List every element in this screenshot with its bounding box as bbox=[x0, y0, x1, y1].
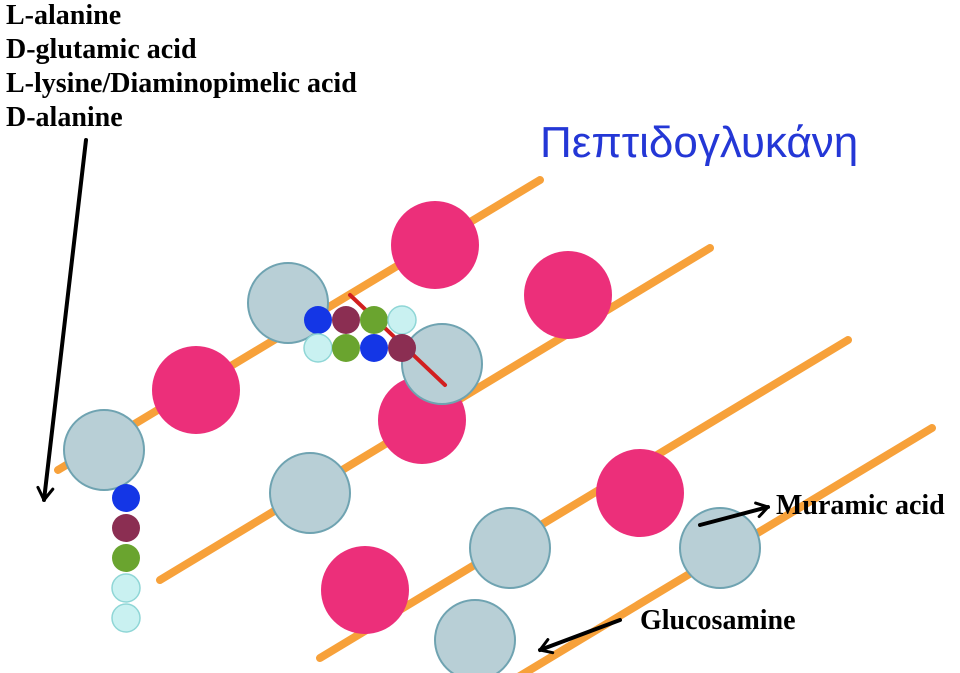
glucosamine-node bbox=[470, 508, 550, 588]
peptide-bead bbox=[304, 306, 332, 334]
side-chain-bead bbox=[112, 484, 140, 512]
peptidoglycan-diagram: L-alanineD-glutamic acidL-lysine/Diamino… bbox=[0, 0, 960, 673]
muramic-acid-node bbox=[596, 449, 684, 537]
peptide-bead bbox=[388, 306, 416, 334]
amino-acid-label: L-alanine bbox=[6, 0, 121, 32]
side-chain-bead bbox=[112, 574, 140, 602]
amino-acid-label: D-alanine bbox=[6, 102, 123, 134]
glucosamine-label: Glucosamine bbox=[640, 605, 796, 637]
side-chain-bead bbox=[112, 604, 140, 632]
label-arrow bbox=[540, 620, 620, 650]
side-chain-bead bbox=[112, 514, 140, 542]
muramic-acid-node bbox=[391, 201, 479, 289]
peptide-bead bbox=[388, 334, 416, 362]
glucosamine-node bbox=[435, 600, 515, 673]
diagram-svg bbox=[0, 0, 960, 673]
muramic-acid-label: Muramic acid bbox=[776, 490, 945, 522]
glucosamine-node bbox=[64, 410, 144, 490]
peptide-bead bbox=[360, 306, 388, 334]
peptide-bead bbox=[360, 334, 388, 362]
diagram-title: Πεπτιδογλυκάνη bbox=[540, 118, 858, 168]
peptide-bead bbox=[332, 306, 360, 334]
glucosamine-node bbox=[270, 453, 350, 533]
peptide-bead bbox=[332, 334, 360, 362]
glucosamine-node bbox=[402, 324, 482, 404]
amino-acid-label: L-lysine/Diaminopimelic acid bbox=[6, 68, 357, 100]
peptide-bead bbox=[304, 334, 332, 362]
side-chain-bead bbox=[112, 544, 140, 572]
muramic-acid-node bbox=[524, 251, 612, 339]
muramic-acid-node bbox=[321, 546, 409, 634]
muramic-acid-node bbox=[152, 346, 240, 434]
amino-acid-label: D-glutamic acid bbox=[6, 34, 197, 66]
